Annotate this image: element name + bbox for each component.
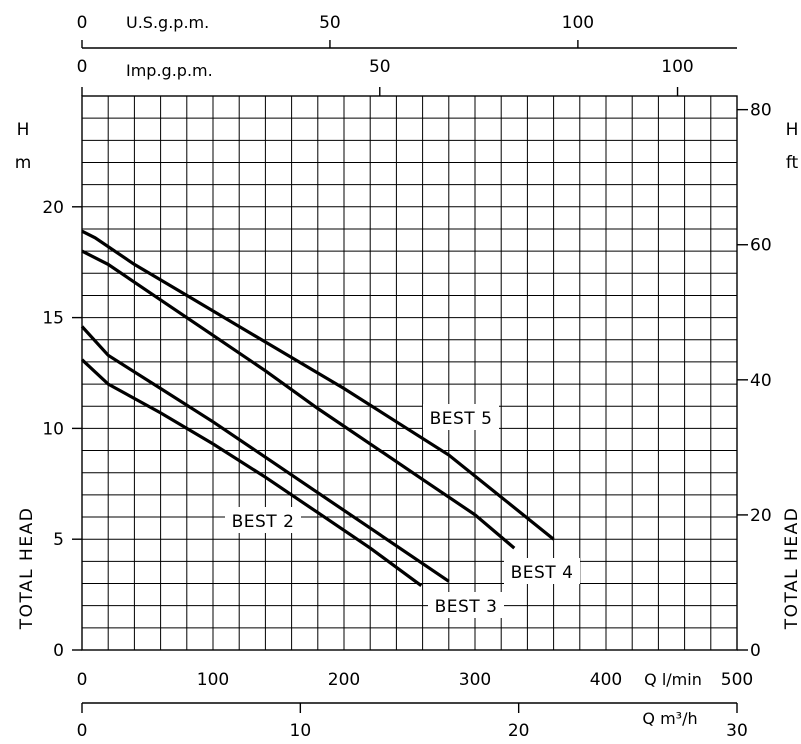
- x-axis-unit-m3h: Q m³/h: [642, 709, 697, 728]
- grid: [81, 95, 738, 651]
- y-tick-label-m: 15: [42, 309, 64, 329]
- x-tick-label-lpm: 300: [459, 670, 491, 690]
- x-tick-label-impgpm: 0: [77, 57, 88, 77]
- y-tick-label-ft: 0: [750, 641, 761, 661]
- series-label-bg: [423, 404, 499, 430]
- y-tick-label-m: 0: [53, 641, 64, 661]
- series-label: BEST 2: [232, 512, 295, 532]
- x-tick-label-usgpm: 50: [319, 13, 341, 33]
- x-tick-label-m3h: 30: [726, 721, 748, 741]
- y-axis-unit-m-bottom: m: [15, 153, 32, 173]
- x-tick-label-usgpm: 0: [77, 13, 88, 33]
- x-axis-unit-usgpm: U.S.g.p.m.: [126, 13, 209, 32]
- series-label-bg: [504, 558, 580, 584]
- performance-curves: [80, 229, 555, 587]
- y-axis-title-right: TOTAL HEAD: [782, 507, 801, 631]
- y-axis-unit-ft-bottom: ft: [786, 153, 799, 173]
- x-tick-label-impgpm: 100: [661, 57, 693, 77]
- y-axis-unit-ft-top: H: [786, 120, 799, 140]
- x-tick-label-lpm: 100: [197, 670, 229, 690]
- y-tick-label-m: 10: [42, 419, 64, 439]
- x-tick-label-lpm: 400: [590, 670, 622, 690]
- series-line-best-3: [80, 325, 450, 583]
- series-label: BEST 3: [435, 597, 498, 617]
- y-tick-label-m: 5: [53, 530, 64, 550]
- x-tick-label-m3h: 10: [290, 721, 312, 741]
- series-line-best-5: [81, 229, 555, 541]
- series-label-bg: [225, 507, 301, 533]
- series-label: BEST 4: [511, 563, 574, 583]
- x-tick-label-lpm: 0: [77, 670, 88, 690]
- series-label-bg: [428, 592, 504, 618]
- x-tick-label-lpm: 500: [721, 670, 753, 690]
- y-axis-unit-m-top: H: [17, 120, 30, 140]
- plot-frame: [81, 95, 738, 651]
- y-tick-label-ft: 60: [750, 236, 772, 256]
- y-tick-label-ft: 80: [750, 101, 772, 121]
- series-label: BEST 5: [430, 409, 493, 429]
- y-axis-title-left: TOTAL HEAD: [17, 507, 37, 631]
- y-tick-label-ft: 20: [750, 506, 772, 526]
- y-tick-label-m: 20: [42, 198, 64, 218]
- x-axis-unit-lpm: Q l/min: [644, 670, 702, 689]
- x-tick-label-lpm: 200: [328, 670, 360, 690]
- x-tick-label-m3h: 20: [508, 721, 530, 741]
- x-tick-label-impgpm: 50: [369, 57, 391, 77]
- series-labels: BEST 2 BEST 3 BEST 4 BEST 5: [225, 404, 580, 618]
- series-line-best-2: [80, 358, 423, 587]
- x-tick-label-m3h: 0: [77, 721, 88, 741]
- x-axis-unit-impgpm: Imp.g.p.m.: [126, 61, 213, 80]
- x-tick-label-usgpm: 100: [562, 13, 594, 33]
- series-line-best-4: [81, 249, 516, 550]
- y-tick-label-ft: 40: [750, 371, 772, 391]
